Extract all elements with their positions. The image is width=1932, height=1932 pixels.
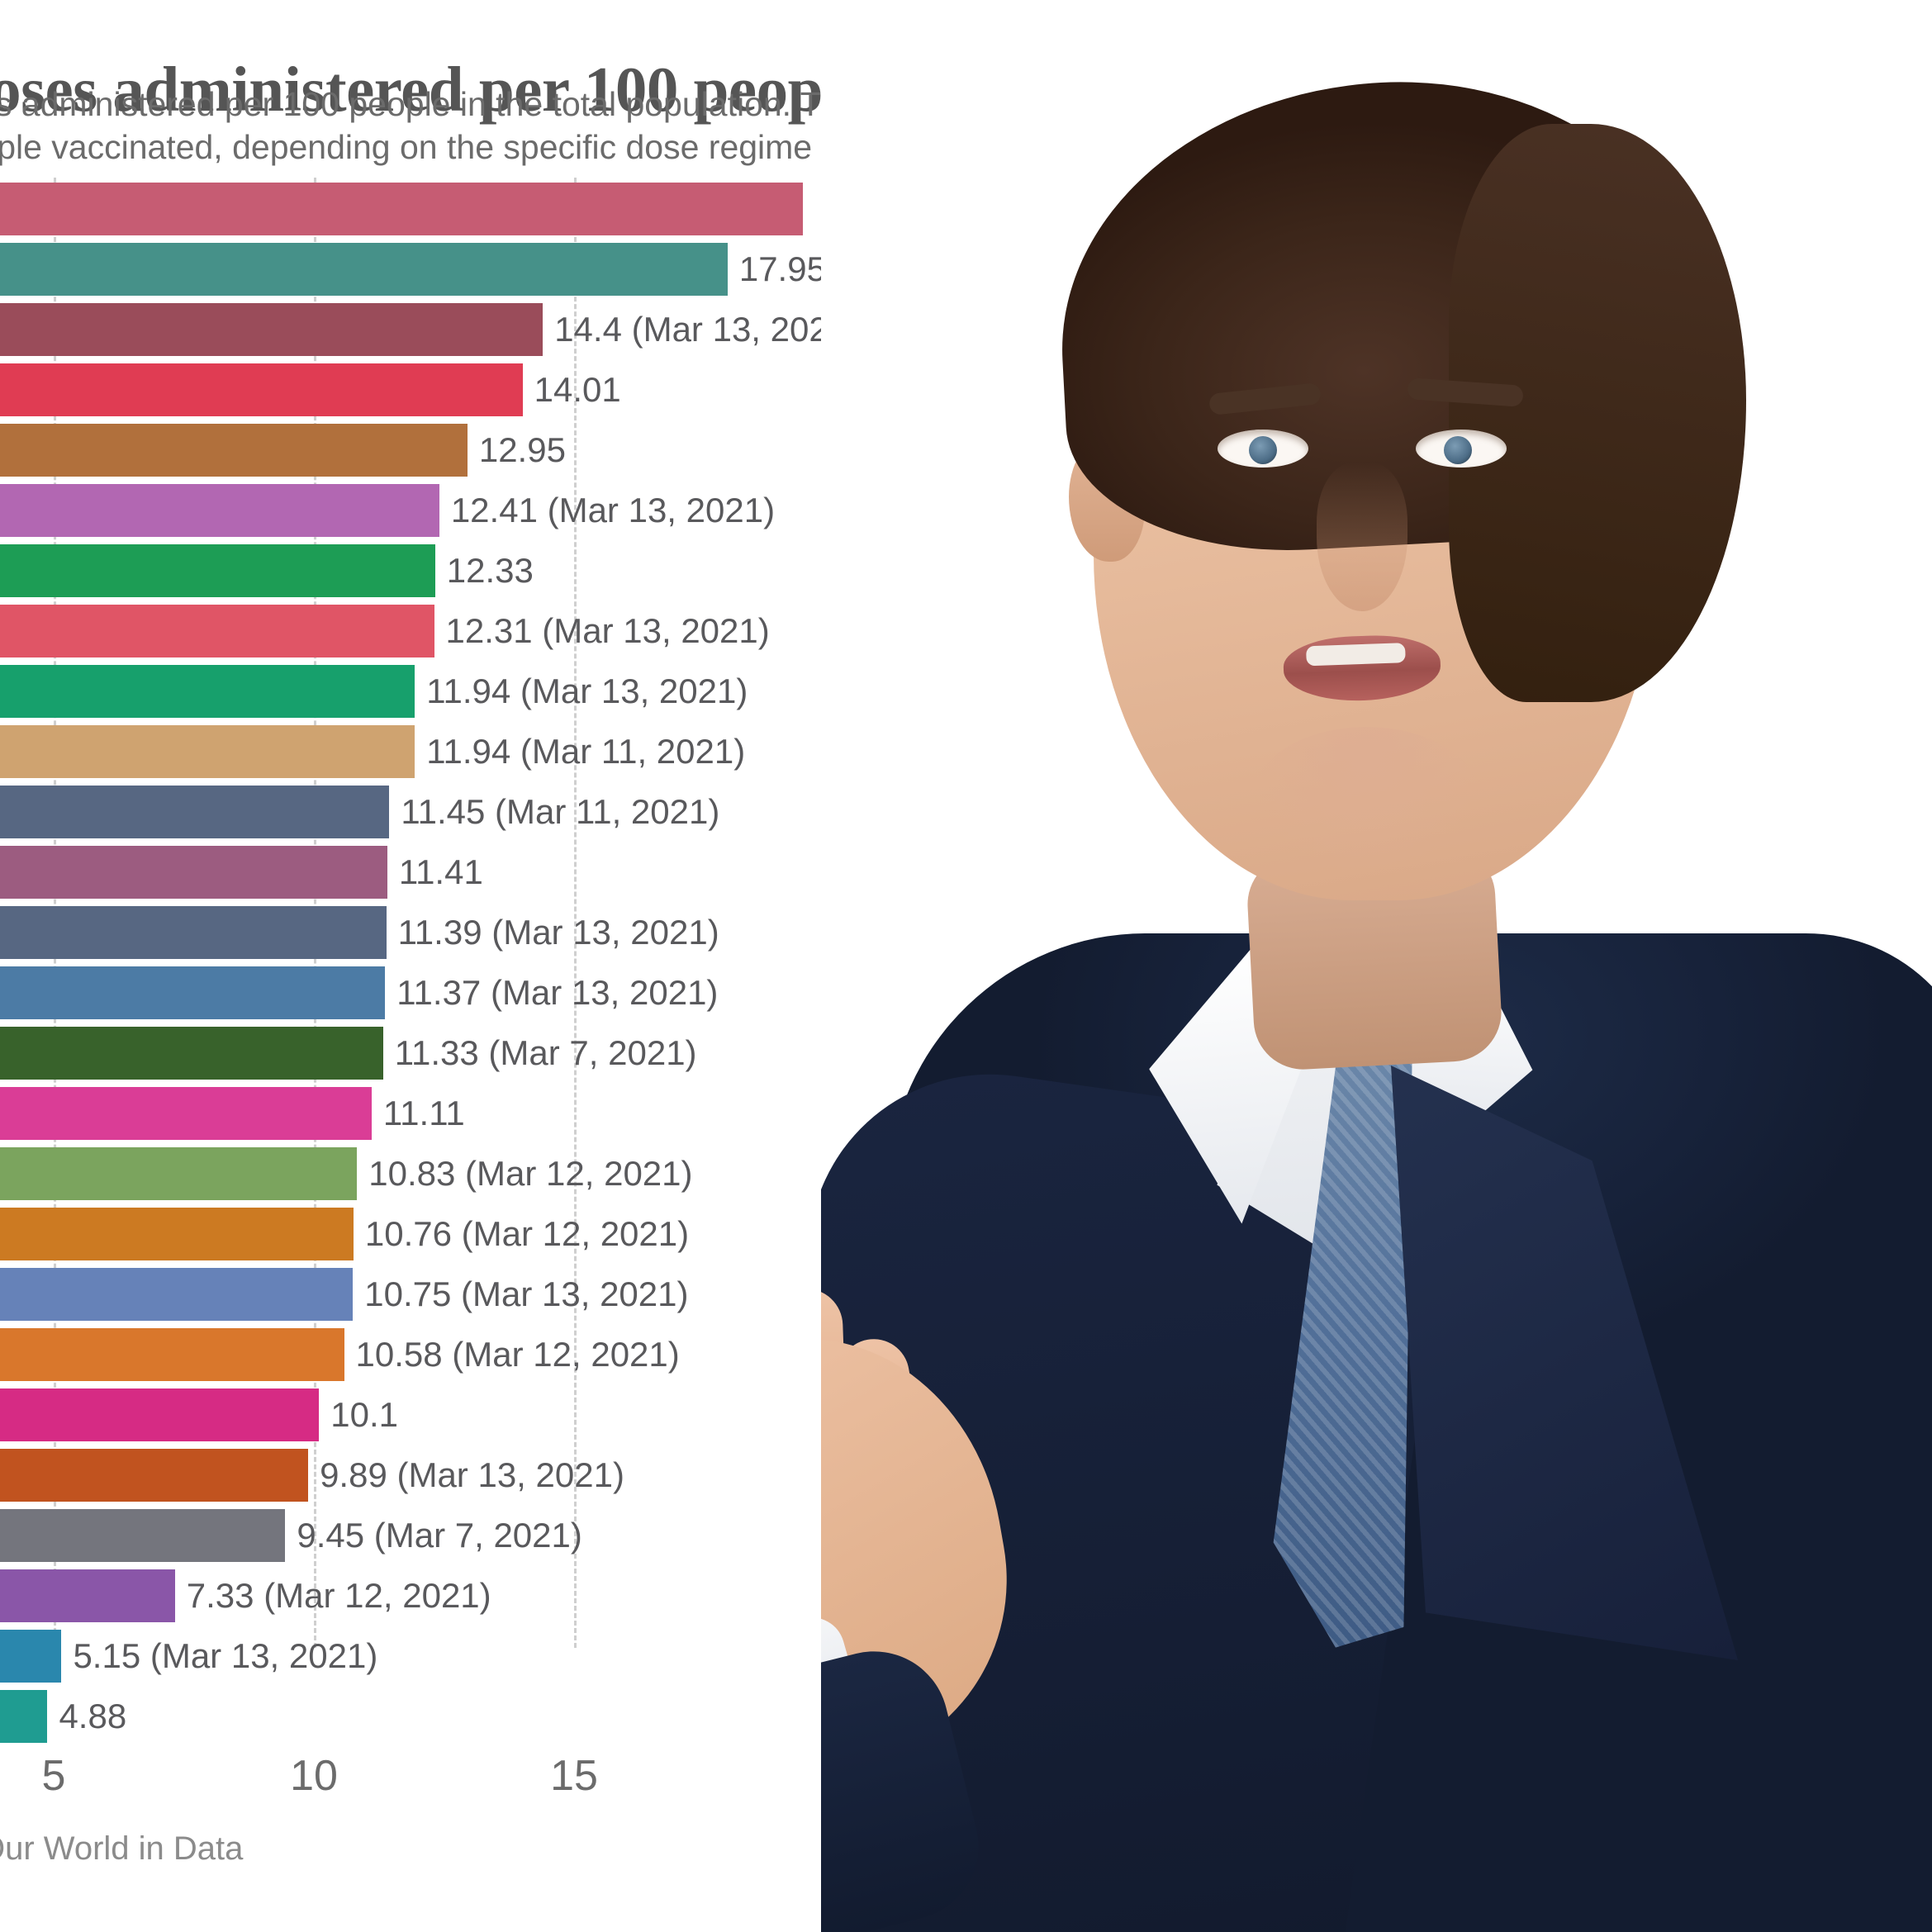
bar-row[interactable]: 11.94 (Mar 13, 2021) [0,665,1932,718]
x-tick-label-10: 10 [290,1752,338,1800]
bar-value-label: 14.01 [534,370,621,409]
bar-value-label: 12.41 (Mar 13, 2021) [450,491,776,529]
bar-value-label: 17.95 [738,249,826,288]
bar-row[interactable]: 10.1 [0,1388,1932,1441]
bar-value-label: 12.33 [446,551,534,590]
source-attribution: Our World in Data [0,1830,244,1867]
bar-row[interactable]: 10.76 (Mar 12, 2021) [0,1208,1932,1260]
bar-row[interactable]: 10.58 (Mar 12, 2021) [0,1328,1932,1381]
bar-value-label: 11.94 (Mar 11, 2021) [426,732,746,771]
bar-row[interactable]: 10.83 (Mar 12, 2021) [0,1147,1932,1200]
bar-value-label: 11.41 [398,852,483,891]
bar-row[interactable]: 11.41 [0,846,1932,899]
bar-value-label: 11.33 (Mar 7, 2021) [394,1033,697,1072]
bar-row[interactable]: 9.89 (Mar 13, 2021) [0,1449,1932,1502]
bar-value-label: 11.45 (Mar 11, 2021) [401,792,720,831]
bar-value-label: 10.76 (Mar 12, 2021) [364,1214,690,1253]
bar-row[interactable] [0,183,1932,235]
bar-value-label: 11.39 (Mar 13, 2021) [397,913,719,952]
bar-value-label: 10.75 (Mar 13, 2021) [364,1275,689,1313]
bar-row[interactable]: 4.88 [0,1690,1932,1743]
bar-row[interactable]: 9.45 (Mar 7, 2021) [0,1509,1932,1562]
bar-value-label: 10.58 (Mar 12, 2021) [355,1335,680,1374]
bar-value-label: 12.95 [478,430,566,469]
bar-row[interactable]: 11.45 (Mar 11, 2021) [0,786,1932,838]
photo-hair-side [1449,124,1746,702]
x-axis: 5 10 15 [0,1751,1932,1825]
bar-value-label: 10.83 (Mar 12, 2021) [368,1154,693,1193]
bar[interactable] [0,1388,320,1441]
bar[interactable] [0,1147,358,1200]
photo-nose [1317,463,1407,611]
bar[interactable] [0,786,390,838]
bar-row[interactable]: 5.15 (Mar 13, 2021) [0,1630,1932,1683]
bar[interactable] [0,906,387,959]
bar[interactable] [0,725,415,778]
bar[interactable] [0,363,523,416]
bar-row[interactable]: 11.94 (Mar 11, 2021) [0,725,1932,778]
bar[interactable] [0,1449,309,1502]
bar[interactable] [0,243,728,296]
photo-iris-left [1249,436,1277,464]
x-tick-label-5: 5 [41,1752,66,1800]
bar[interactable] [0,183,804,235]
bar-value-label: 12.31 (Mar 13, 2021) [445,611,770,650]
bar-value-label: 5.15 (Mar 13, 2021) [73,1636,378,1675]
portrait-photo-overlay [821,0,1932,1932]
bar-value-label: 9.89 (Mar 13, 2021) [320,1455,624,1494]
bar-value-label: 7.33 (Mar 12, 2021) [186,1576,491,1615]
photo-chin [1251,727,1482,876]
bar-value-label: 4.88 [59,1697,127,1735]
bar[interactable] [0,424,468,477]
bar[interactable] [0,605,434,657]
bar-value-label: 14.4 (Mar 13, 2021) [554,310,860,349]
bar[interactable] [0,1087,372,1140]
bar-value-label: 11.11 [382,1094,465,1132]
bar[interactable] [0,1569,175,1622]
gridline-15 [574,178,579,1648]
bar[interactable] [0,1268,354,1321]
bar-value-label: 9.45 (Mar 7, 2021) [297,1516,582,1555]
bar[interactable] [0,1027,383,1080]
bar-row[interactable]: 14.4 (Mar 13, 2021) [0,303,1932,356]
bar[interactable] [0,1328,344,1381]
bar[interactable] [0,846,387,899]
bar-row[interactable]: 7.33 (Mar 12, 2021) [0,1569,1932,1622]
photo-teeth [1306,643,1406,667]
bar[interactable] [0,1690,48,1743]
bar-row[interactable]: 12.95 [0,424,1932,477]
bar-row[interactable]: 17.95 [0,243,1932,296]
bar-row[interactable]: 11.11 [0,1087,1932,1140]
bar[interactable] [0,484,439,537]
bar-row[interactable]: 10.75 (Mar 13, 2021) [0,1268,1932,1321]
bar-row[interactable]: 11.37 (Mar 13, 2021) [0,966,1932,1019]
x-tick-label-15: 15 [550,1752,598,1800]
bar-row[interactable]: 14.01 [0,363,1932,416]
bar-row[interactable]: 12.31 (Mar 13, 2021) [0,605,1932,657]
bar[interactable] [0,1630,62,1683]
bar[interactable] [0,1208,354,1260]
bar-value-label: 11.37 (Mar 13, 2021) [396,973,719,1012]
bar[interactable] [0,1509,286,1562]
bar-row[interactable]: 12.41 (Mar 13, 2021) [0,484,1932,537]
bar-row[interactable]: 12.33 [0,544,1932,597]
bar[interactable] [0,544,435,597]
photo-eye-left [1218,430,1308,468]
bar[interactable] [0,303,544,356]
bar-value-label: 10.1 [330,1395,399,1434]
bar-value-label: 11.94 (Mar 13, 2021) [426,672,748,710]
bar-row[interactable]: 11.39 (Mar 13, 2021) [0,906,1932,959]
photo-iris-right [1444,436,1472,464]
bar-chart-plot-area: 17.95 14.4 (Mar 13, 2021) 14.01 12.95 12.41 … [0,178,1932,1743]
bar[interactable] [0,966,386,1019]
bar-row[interactable]: 11.33 (Mar 7, 2021) [0,1027,1932,1080]
bar[interactable] [0,665,415,718]
photo-eye-right [1416,430,1507,468]
